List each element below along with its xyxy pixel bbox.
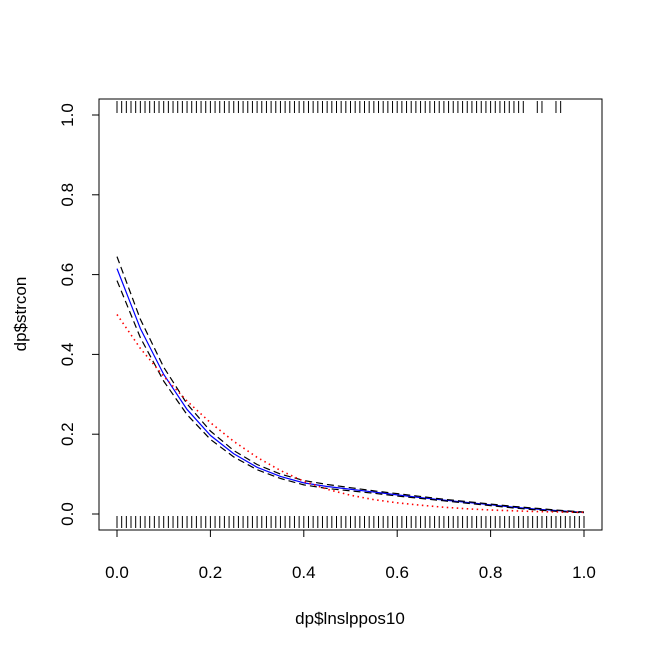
x-axis-title: dp$lnslppos10 xyxy=(295,609,405,628)
y-tick-label: 0.0 xyxy=(58,502,77,526)
series-line-solid xyxy=(116,268,585,513)
y-tick-label: 0.2 xyxy=(58,422,77,446)
y-tick-label: 0.6 xyxy=(58,263,77,287)
series-line-dotted xyxy=(116,314,585,514)
series-line-dashed xyxy=(116,280,585,514)
series-lines xyxy=(116,256,585,514)
y-axis: 0.0 0.2 0.4 0.6 0.8 1.0 xyxy=(58,103,100,526)
series-line-dashed xyxy=(116,256,585,513)
x-axis: 0.0 0.2 0.4 0.6 0.8 1.0 xyxy=(105,529,596,582)
y-tick-label: 0.4 xyxy=(58,343,77,367)
y-tick-label: 0.8 xyxy=(58,183,77,207)
x-tick-label: 0.8 xyxy=(479,563,503,582)
x-tick-label: 0.6 xyxy=(385,563,409,582)
y-axis-title: dp$strcon xyxy=(11,277,30,352)
x-tick-label: 1.0 xyxy=(572,563,596,582)
x-tick-label: 0.4 xyxy=(292,563,316,582)
y-tick-label: 1.0 xyxy=(58,103,77,127)
x-tick-label: 0.0 xyxy=(105,563,129,582)
x-tick-label: 0.2 xyxy=(199,563,223,582)
rug-marks xyxy=(116,101,585,528)
plot-box xyxy=(98,98,603,531)
